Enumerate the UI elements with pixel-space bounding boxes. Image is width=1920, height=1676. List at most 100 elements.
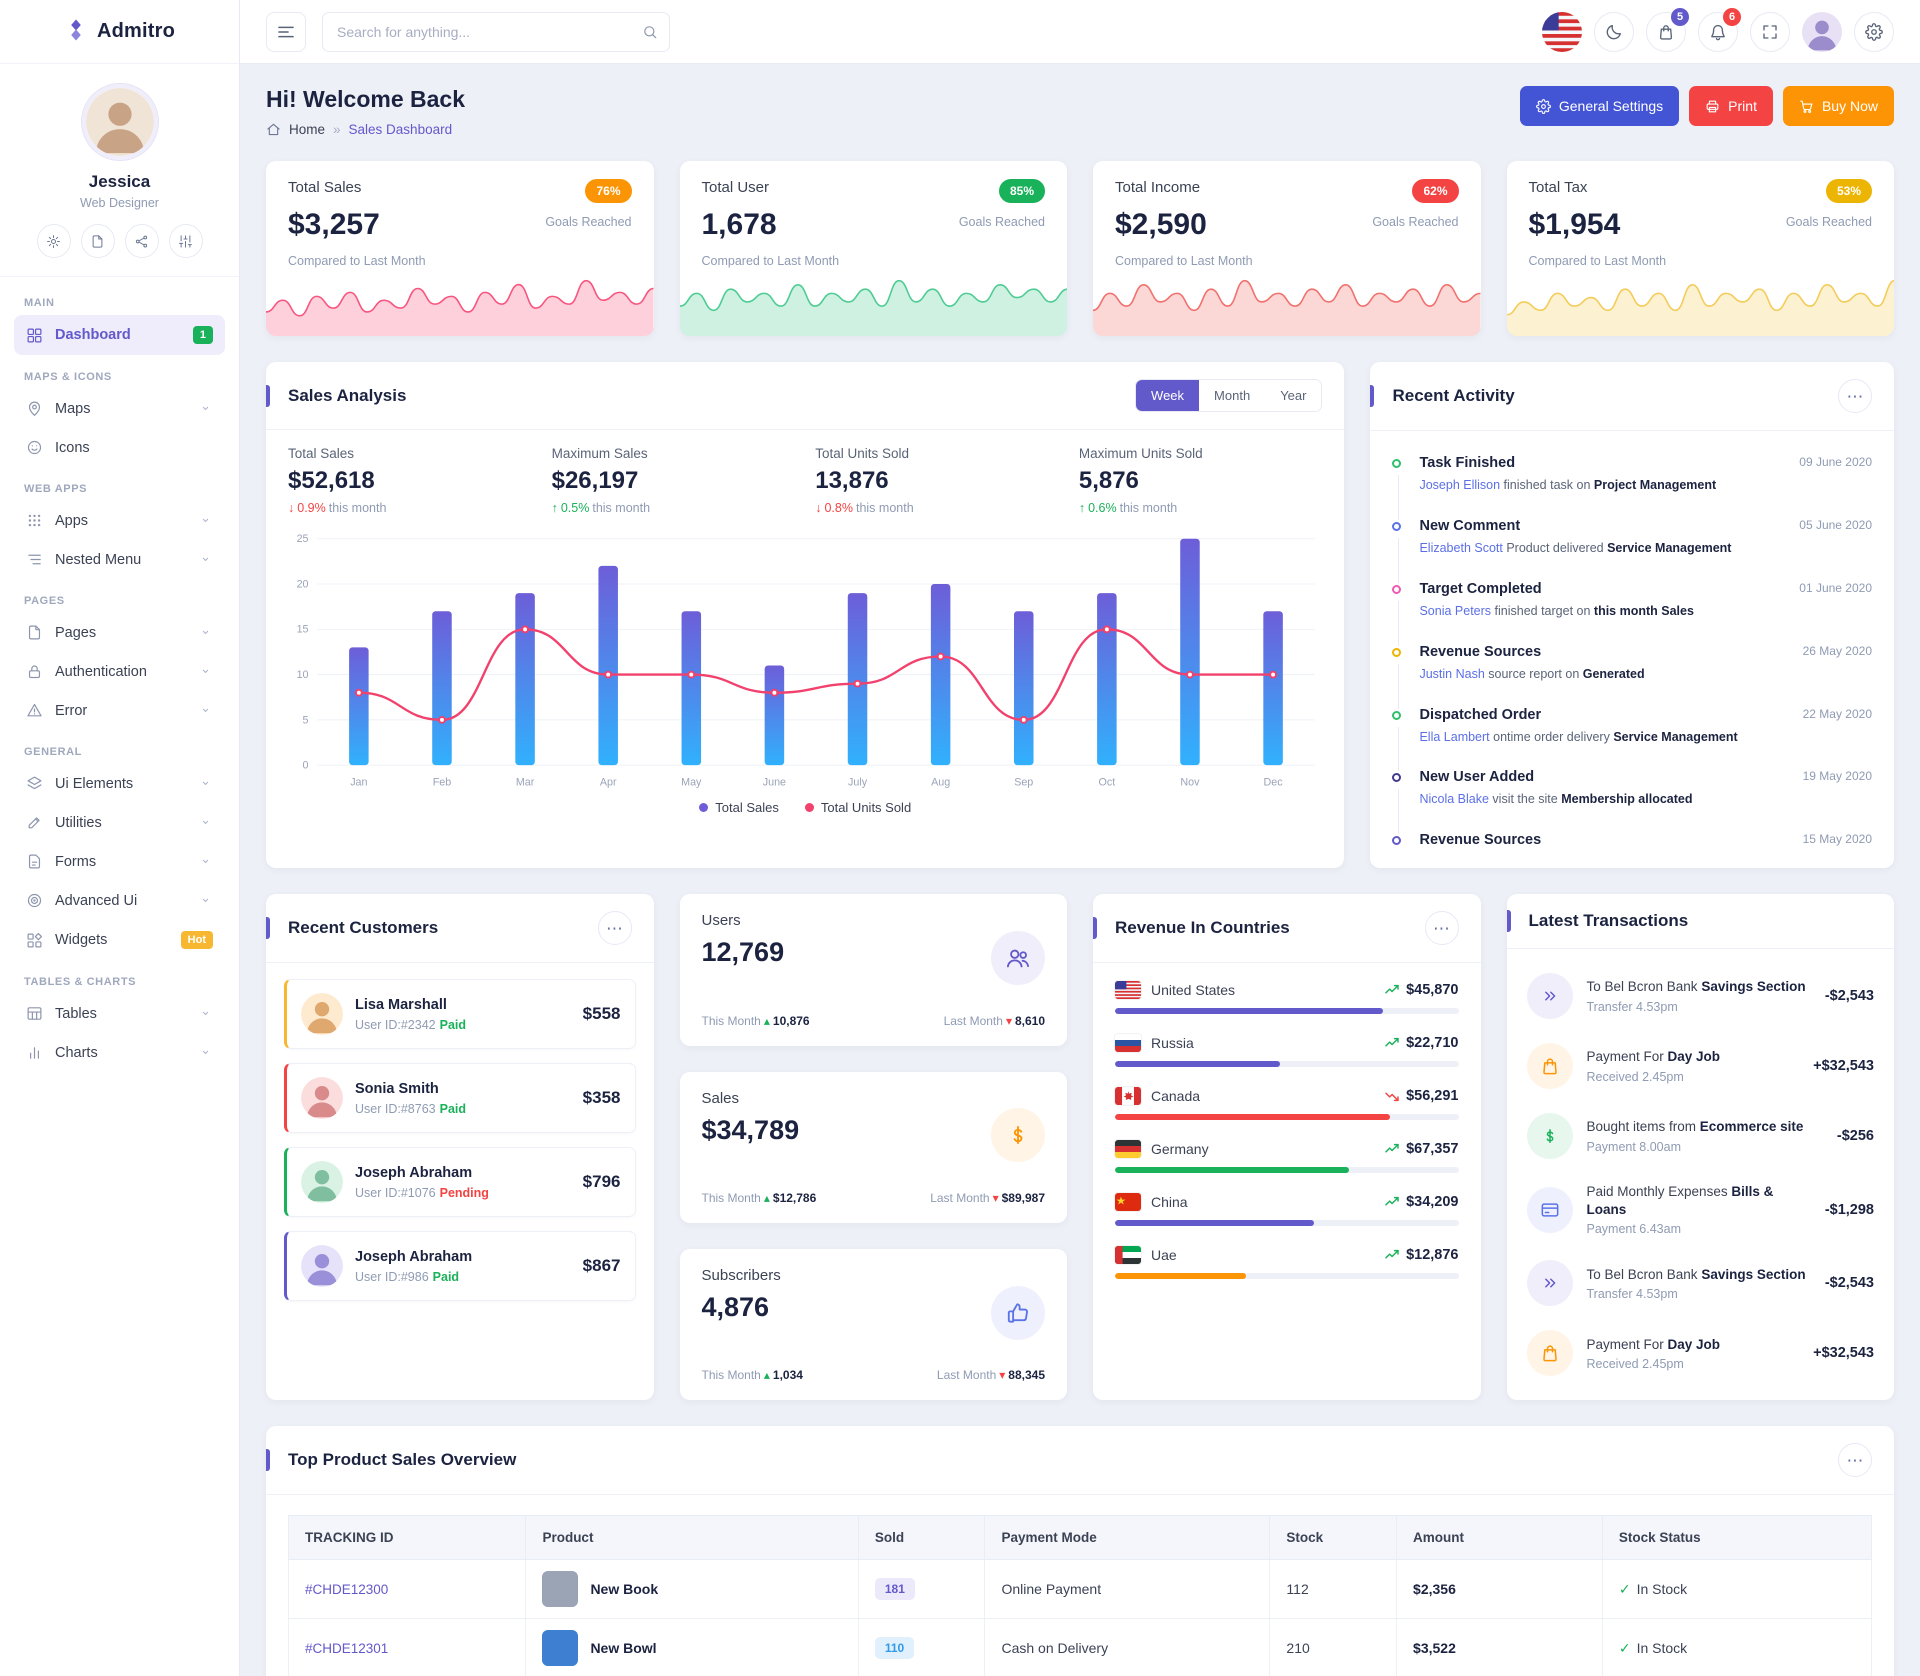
buy-now-button[interactable]: Buy Now: [1782, 86, 1894, 126]
flag-cn-icon: [1115, 1193, 1141, 1212]
page-action-buttons: General Settings Print Buy Now: [1519, 86, 1894, 126]
breadcrumb-current[interactable]: Sales Dashboard: [348, 122, 453, 137]
products-table: TRACKING ID Product Sold Payment Mode Stock A…: [287, 1515, 1873, 1676]
profile-action-sliders-button[interactable]: [168, 224, 203, 258]
activity-person-link[interactable]: Joseph Ellison: [1419, 478, 1501, 492]
general-settings-button[interactable]: General Settings: [1519, 86, 1680, 126]
toggle-week[interactable]: Week: [1136, 380, 1200, 411]
card-menu-button[interactable]: ⋯: [1838, 379, 1872, 413]
customer-list-item[interactable]: Sonia Smith User ID:#8763 Paid $358: [284, 1063, 636, 1134]
caret-down-icon: ▾: [999, 1368, 1006, 1383]
flag-ae-icon: [1115, 1246, 1141, 1265]
check-icon: ✓: [1618, 1639, 1631, 1656]
sidebar-item-label: Ui Elements: [55, 775, 134, 792]
activity-person-link[interactable]: Ella Lambert: [1419, 729, 1490, 744]
sidebar-item-pages[interactable]: Pages: [14, 613, 225, 652]
sidebar-item-icons[interactable]: Icons: [14, 428, 225, 467]
sidebar-item-charts[interactable]: Charts: [14, 1033, 225, 1072]
cart-button[interactable]: 5: [1646, 7, 1689, 52]
profile-action-share-button[interactable]: [124, 224, 159, 258]
card-menu-button[interactable]: ⋯: [1838, 1443, 1872, 1478]
activity-subtitle: Sonia Peters finished target on this mon…: [1419, 603, 1694, 618]
chevron-down-icon: [198, 625, 213, 640]
topbar: 5 6: [240, 0, 1920, 64]
last-month-stat: Last Month ▾ 88,345: [936, 1368, 1045, 1383]
search-input[interactable]: [322, 11, 670, 52]
sidebar-item-label: Utilities: [55, 814, 102, 831]
activity-subtitle: Justin Nash source report on Generated: [1419, 666, 1645, 681]
svg-text:0: 0: [303, 760, 309, 772]
language-flag-button[interactable]: [1542, 11, 1582, 52]
table-header-stock-status: Stock Status: [1601, 1515, 1873, 1561]
activity-person-link[interactable]: Sonia Peters: [1419, 603, 1492, 618]
sidebar-toggle-button[interactable]: [266, 11, 306, 52]
mini-stat-label: Subscribers: [701, 1266, 781, 1284]
this-month-stat: This Month ▴ 10,876: [701, 1013, 810, 1028]
activity-person-link[interactable]: Elizabeth Scott: [1419, 540, 1503, 555]
printer-icon: [1705, 99, 1720, 114]
sidebar-item-label: Error: [55, 702, 88, 719]
customer-amount: $358: [582, 1088, 621, 1108]
customer-list-item[interactable]: Joseph Abraham User ID:#986 Paid $867: [284, 1231, 636, 1302]
customer-list-item[interactable]: Joseph Abraham User ID:#1076 Pending $796: [284, 1147, 636, 1218]
country-progress-bar: [1115, 1273, 1459, 1280]
print-button[interactable]: Print: [1689, 86, 1773, 126]
toggle-month[interactable]: Month: [1199, 380, 1266, 411]
svg-text:Aug: Aug: [931, 777, 950, 789]
flag-us-icon: [1115, 981, 1141, 1000]
sidebar-item-widgets[interactable]: Widgets Hot: [14, 920, 225, 960]
activity-person-link[interactable]: Justin Nash: [1419, 666, 1485, 681]
sidebar-item-error[interactable]: Error: [14, 691, 225, 730]
activity-person-link[interactable]: Nicola Blake: [1419, 792, 1489, 807]
last-month-stat: Last Month ▾ 8,610: [943, 1013, 1045, 1028]
table-icon: [26, 1005, 43, 1022]
notifications-button[interactable]: 6: [1698, 7, 1741, 52]
mini-stat-value: 4,876: [701, 1291, 770, 1322]
fullscreen-button[interactable]: [1750, 11, 1790, 52]
stat-sparkline-chart: [679, 274, 1067, 336]
breadcrumb-separator: »: [333, 122, 341, 137]
sidebar-item-authentication[interactable]: Authentication: [14, 652, 225, 691]
settings-button[interactable]: [1854, 11, 1894, 52]
stat-card-total-tax: Total Tax $1,954 Compared to Last Month 53%…: [1506, 161, 1894, 336]
sidebar-item-tables[interactable]: Tables: [14, 994, 225, 1033]
sidebar-item-apps[interactable]: Apps: [14, 501, 225, 540]
sidebar-item-ui-elements[interactable]: Ui Elements: [14, 764, 225, 803]
svg-text:July: July: [848, 777, 868, 789]
card-menu-button[interactable]: ⋯: [597, 911, 632, 946]
customer-avatar: [301, 1245, 343, 1288]
activity-item: Task Finished Joseph Ellison finished tas…: [1392, 443, 1872, 520]
card-title: Top Product Sales Overview: [288, 1450, 517, 1470]
goal-percent-badge: 53%: [1825, 179, 1872, 203]
profile-action-cog-button[interactable]: [36, 224, 71, 258]
tracking-id-link[interactable]: #CHDE12301: [305, 1641, 389, 1657]
breadcrumb: Home » Sales Dashboard: [266, 122, 465, 137]
tracking-id-link[interactable]: #CHDE12300: [305, 1582, 389, 1598]
card-menu-button[interactable]: ⋯: [1424, 911, 1459, 946]
breadcrumb-home[interactable]: Home: [289, 122, 326, 137]
layers-icon: [26, 775, 43, 792]
activity-subtitle: Joseph Ellison finished task on Project …: [1419, 478, 1717, 492]
transaction-title: Paid Monthly Expenses Bills & Loans: [1586, 1184, 1774, 1217]
country-progress-bar: [1115, 1061, 1459, 1068]
brand[interactable]: Admitro: [0, 0, 239, 64]
product-name: New Bowl: [590, 1640, 657, 1657]
table-header-payment-mode: Payment Mode: [984, 1515, 1271, 1561]
sidebar-item-nested-menu[interactable]: Nested Menu: [14, 540, 225, 579]
sidebar-item-dashboard[interactable]: Dashboard 1: [14, 315, 225, 355]
user-avatar[interactable]: [1802, 11, 1842, 52]
profile-action-page-button[interactable]: [80, 224, 115, 258]
profile-avatar[interactable]: [81, 84, 158, 160]
customer-list-item[interactable]: Lisa Marshall User ID:#2342 Paid $558: [284, 979, 636, 1050]
sidebar-item-maps[interactable]: Maps: [14, 389, 225, 428]
sidebar-item-advanced-ui[interactable]: Advanced Ui: [14, 881, 225, 920]
toggle-year[interactable]: Year: [1265, 380, 1322, 411]
sidebar-item-utilities[interactable]: Utilities: [14, 803, 225, 842]
dark-mode-button[interactable]: [1594, 11, 1634, 52]
page-icon: [26, 624, 43, 641]
svg-text:June: June: [763, 777, 786, 789]
amount: $2,356: [1396, 1559, 1603, 1620]
sidebar-item-forms[interactable]: Forms: [14, 842, 225, 881]
customer-avatar: [301, 1077, 343, 1120]
transaction-item: To Bel Bcron Bank Savings Section Transfe…: [1526, 961, 1874, 1031]
